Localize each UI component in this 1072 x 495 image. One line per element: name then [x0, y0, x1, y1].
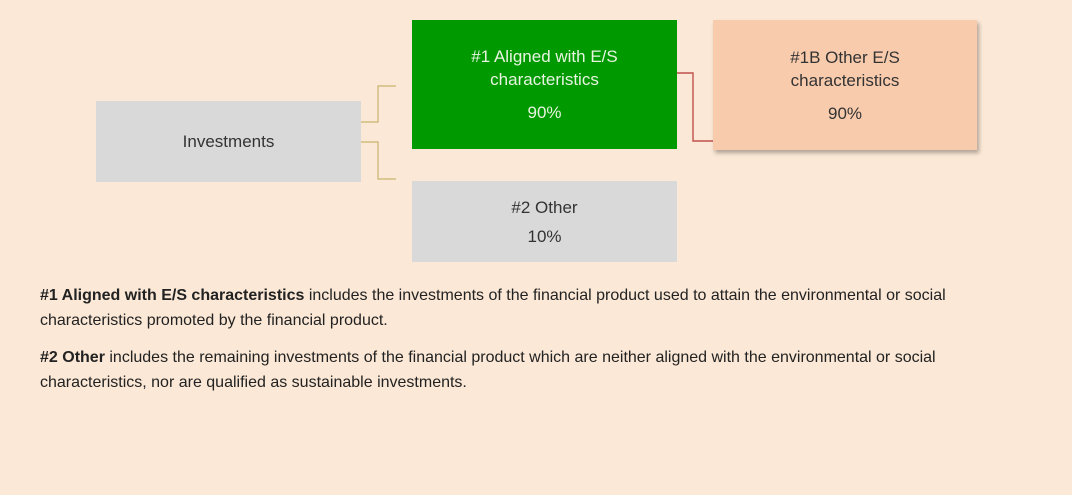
node-label: #2 Other — [511, 197, 578, 217]
notes: #1 Aligned with E/S characteristics incl… — [40, 283, 1040, 407]
node-label: #1 Aligned with E/S characteristics — [471, 47, 618, 89]
note-term: #1 Aligned with E/S characteristics — [40, 287, 305, 304]
connector — [361, 141, 396, 180]
node-investments: Investments — [96, 101, 361, 182]
node-value: 10% — [527, 226, 562, 246]
connector — [677, 72, 713, 142]
node-label: Investments — [182, 132, 275, 151]
node-aligned: #1 Aligned with E/S characteristics 90% — [412, 20, 677, 149]
note-text: includes the remaining investments of th… — [40, 349, 936, 391]
connector — [361, 85, 396, 123]
note-text: includes the investments of the financia… — [40, 287, 946, 329]
node-value: 90% — [827, 103, 863, 123]
node-other: #2 Other 10% — [412, 181, 677, 262]
note: #2 Other includes the remaining investme… — [40, 345, 1040, 395]
node-label: #1B Other E/S characteristics — [790, 47, 900, 90]
note: #1 Aligned with E/S characteristics incl… — [40, 283, 1040, 333]
node-other-es: #1B Other E/S characteristics 90% — [713, 20, 977, 150]
note-term: #2 Other — [40, 349, 105, 366]
node-value: 90% — [527, 103, 562, 122]
